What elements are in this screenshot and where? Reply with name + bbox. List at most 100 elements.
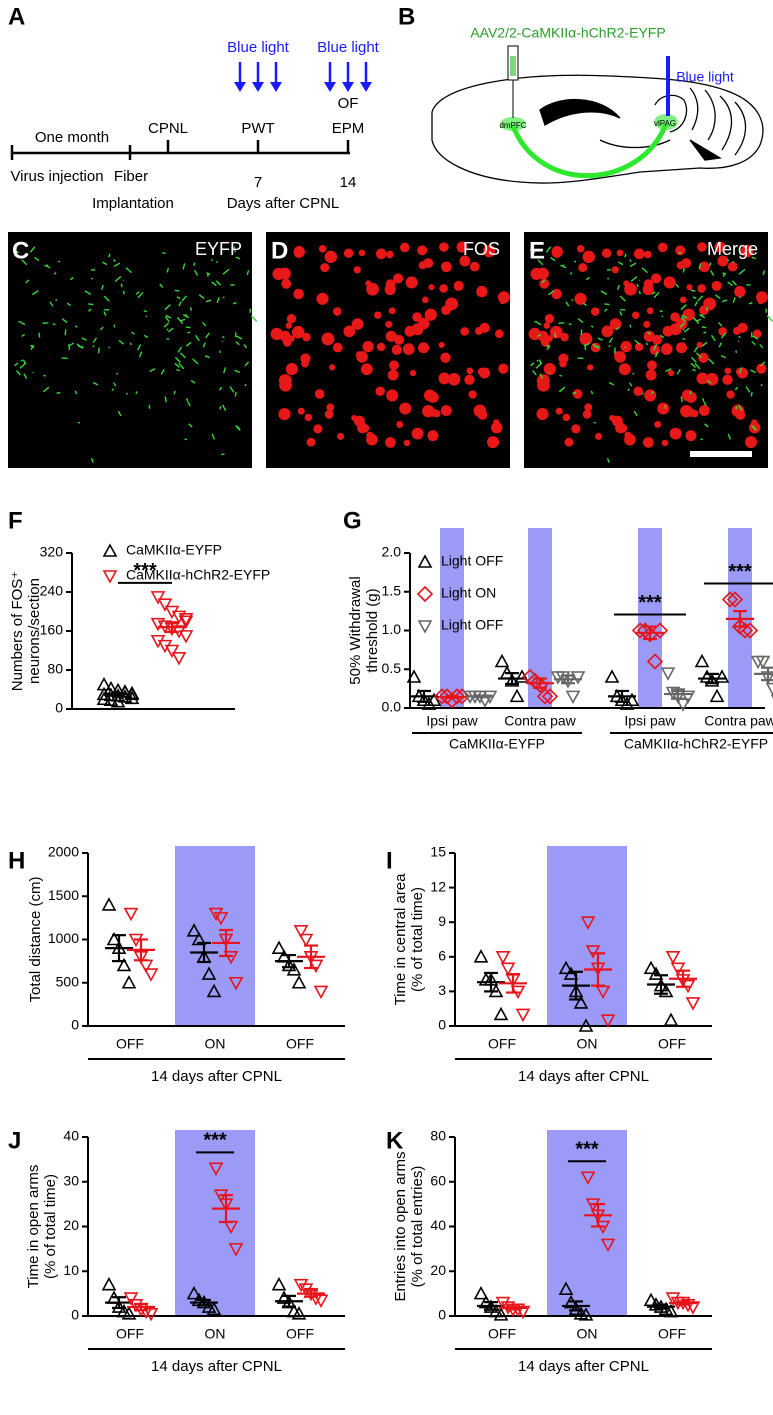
fiber-signal [761, 384, 762, 386]
fos-cell [661, 343, 673, 355]
stimulation-band [175, 1130, 255, 1316]
fos-cell [614, 351, 626, 363]
fiber-signal [569, 324, 572, 325]
fiber-signal [751, 392, 752, 396]
fiber-signal [585, 344, 586, 350]
fos-cell [647, 307, 654, 314]
fos-cell [396, 421, 403, 428]
fos-cell [441, 261, 452, 272]
fiber-signal [678, 253, 681, 254]
fos-cell [333, 307, 342, 316]
fiber-signal [637, 284, 638, 287]
y-tick-label: 2.0 [382, 544, 402, 560]
fiber-signal [701, 439, 703, 440]
data-point [152, 592, 164, 603]
fos-cell [530, 268, 542, 280]
fos-cell [646, 370, 657, 381]
fos-cell [298, 408, 305, 415]
fiber-signal [646, 343, 647, 345]
fos-cell [366, 283, 379, 296]
fos-cell [676, 342, 687, 353]
timeline-label: PWT [241, 120, 274, 137]
x-tick-label: OFF [286, 1326, 314, 1342]
fiber-signal [33, 372, 34, 373]
y-tick-label: 500 [56, 973, 80, 989]
fos-cell [394, 335, 404, 345]
data-point [273, 1279, 285, 1290]
fos-cell [668, 370, 674, 376]
fos-cell [286, 363, 298, 375]
timeline-label: OF [338, 95, 359, 112]
fos-cell [687, 284, 693, 290]
stimulation-band [638, 528, 662, 708]
data-point [696, 656, 708, 667]
fos-cell [322, 333, 335, 346]
fiber-signal [662, 316, 663, 317]
timeline-label: Blue light [227, 39, 290, 56]
y-tick-label: 0 [71, 1307, 79, 1323]
data-point [511, 690, 523, 701]
x-tick-label: OFF [286, 1036, 314, 1052]
image-label: Merge [707, 239, 758, 259]
fos-cell [703, 297, 716, 310]
fos-cell [344, 248, 353, 257]
fos-cell [644, 389, 656, 401]
fos-cell [399, 402, 411, 414]
y-tick-label: 2000 [48, 844, 79, 860]
timeline-label: Implantation [92, 195, 174, 212]
fos-cell [439, 342, 445, 348]
fos-cell [681, 258, 691, 268]
x-tick-label: ON [205, 1326, 226, 1342]
fos-cell [544, 363, 556, 375]
fos-cell [736, 410, 746, 420]
y-tick-label: 1.0 [382, 621, 402, 637]
x-tick-label: Contra paw [704, 713, 773, 729]
fos-cell [584, 403, 592, 411]
panel-letter: B [398, 3, 415, 30]
fos-cell [470, 262, 480, 272]
fos-cell [662, 440, 668, 446]
fos-cell [389, 307, 396, 314]
light-arrows [234, 62, 372, 92]
fos-cell [691, 410, 698, 417]
data-point [645, 962, 657, 973]
fos-cell [565, 438, 574, 447]
fiber-signal [116, 373, 117, 374]
fos-cell [612, 266, 619, 273]
fiber-signal [732, 261, 733, 262]
fiber-signal [251, 316, 256, 322]
x-tick-label: Ipsi paw [624, 713, 676, 729]
fos-cell [733, 327, 741, 335]
fiber-signal [55, 300, 57, 301]
y-axis-label: Entries into open arms [392, 1151, 409, 1301]
fiber-signal [216, 261, 217, 262]
fos-cell [385, 284, 396, 295]
fos-cell [724, 367, 731, 374]
fiber-signal [691, 290, 696, 291]
fos-cell [325, 251, 337, 263]
x-tick-label: OFF [658, 1326, 686, 1342]
fiber-signal [223, 297, 224, 298]
fos-cell [385, 321, 392, 328]
significance-label: *** [203, 1130, 227, 1152]
y-axis-label: Time in open arms [25, 1165, 42, 1289]
fiber-signal [220, 406, 221, 409]
fos-cell [643, 437, 654, 448]
fos-cell [388, 370, 399, 381]
data-point [166, 646, 178, 657]
fos-cell [545, 314, 554, 323]
data-point [495, 1008, 507, 1019]
fos-cell [333, 343, 343, 353]
fiber-signal [162, 253, 165, 254]
fos-cell [294, 248, 304, 258]
data-point [567, 691, 579, 702]
y-tick-label: 0.5 [382, 660, 402, 676]
data-point [159, 599, 171, 610]
panel-letter: F [8, 507, 23, 534]
fos-cell [281, 279, 291, 289]
y-tick-label: 240 [40, 583, 64, 599]
fiber-signal [43, 323, 49, 324]
fos-cell [620, 341, 631, 352]
data-point [103, 899, 115, 910]
